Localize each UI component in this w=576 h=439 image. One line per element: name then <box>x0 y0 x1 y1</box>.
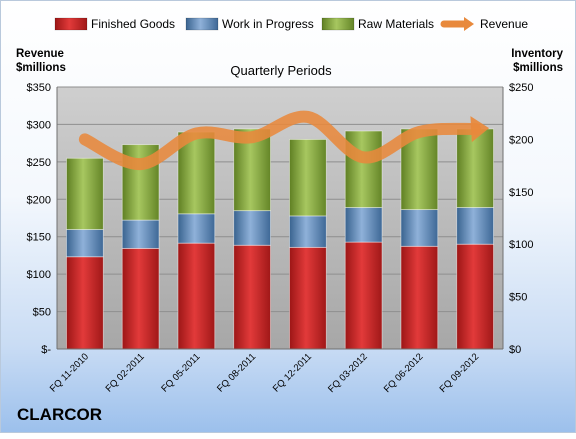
bar-finished-goods <box>234 245 271 349</box>
left-tick-label: $300 <box>27 119 51 131</box>
legend-swatch-finished-goods <box>55 18 87 30</box>
left-tick-label: $100 <box>27 269 51 281</box>
category-label: FQ 02-2011 <box>104 351 147 394</box>
left-tick-label: $200 <box>27 194 51 206</box>
bar-work-in-progress <box>122 220 159 248</box>
left-tick-label: $50 <box>33 307 51 319</box>
category-label: FQ 06-2012 <box>382 351 426 395</box>
right-tick-label: $150 <box>509 187 533 199</box>
bar-work-in-progress <box>457 208 494 245</box>
bar-raw-materials <box>66 158 103 229</box>
left-tick-label: $350 <box>27 82 51 94</box>
bar-finished-goods <box>66 257 103 349</box>
bar-finished-goods <box>401 246 438 349</box>
category-label: FQ 09-2012 <box>438 351 482 395</box>
category-label: FQ 08-2011 <box>215 351 258 394</box>
chart-title: Quarterly Periods <box>230 63 332 78</box>
category-label: FQ 05-2011 <box>159 351 202 394</box>
right-axis-label-line1: Inventory <box>511 48 563 60</box>
bar-finished-goods <box>122 248 159 349</box>
left-tick-label: $250 <box>27 157 51 169</box>
right-tick-label: $100 <box>509 239 533 251</box>
bar-work-in-progress <box>401 210 438 247</box>
legend: Finished Goods Work in Progress Raw Materi… <box>55 17 528 31</box>
right-axis-label-line2: $millions <box>513 62 563 74</box>
bar-work-in-progress <box>178 214 215 243</box>
right-tick-label: $50 <box>509 292 527 304</box>
bar-finished-goods <box>457 244 494 349</box>
category-label: FQ 12-2011 <box>271 351 314 394</box>
bar-work-in-progress <box>66 230 103 257</box>
bar-finished-goods <box>178 243 215 349</box>
legend-label-raw-materials: Raw Materials <box>358 17 434 31</box>
category-label: FQ 03-2012 <box>326 351 370 395</box>
left-tick-label: $- <box>41 344 51 356</box>
left-tick-label: $150 <box>27 232 51 244</box>
legend-swatch-arrow <box>464 17 474 31</box>
legend-swatch-raw-materials <box>322 18 354 30</box>
right-tick-label: $0 <box>509 344 521 356</box>
legend-swatch-work-in-progress <box>186 18 218 30</box>
bar-raw-materials <box>345 131 382 208</box>
legend-label-revenue: Revenue <box>480 17 528 31</box>
right-tick-label: $250 <box>509 82 533 94</box>
bar-work-in-progress <box>345 208 382 243</box>
bar-raw-materials <box>289 139 326 216</box>
company-name: CLARCOR <box>17 405 102 425</box>
bar-finished-goods <box>289 247 326 349</box>
category-label: FQ 11-2010 <box>48 351 91 394</box>
legend-label-finished-goods: Finished Goods <box>91 17 175 31</box>
left-axis-label-line2: $millions <box>16 62 66 74</box>
bar-raw-materials <box>457 129 494 208</box>
left-axis-label-line1: Revenue <box>16 48 64 60</box>
right-tick-label: $200 <box>509 134 533 146</box>
bar-work-in-progress <box>234 211 271 246</box>
bar-finished-goods <box>345 242 382 349</box>
bar-work-in-progress <box>289 216 326 247</box>
legend-label-work-in-progress: Work in Progress <box>222 17 314 31</box>
